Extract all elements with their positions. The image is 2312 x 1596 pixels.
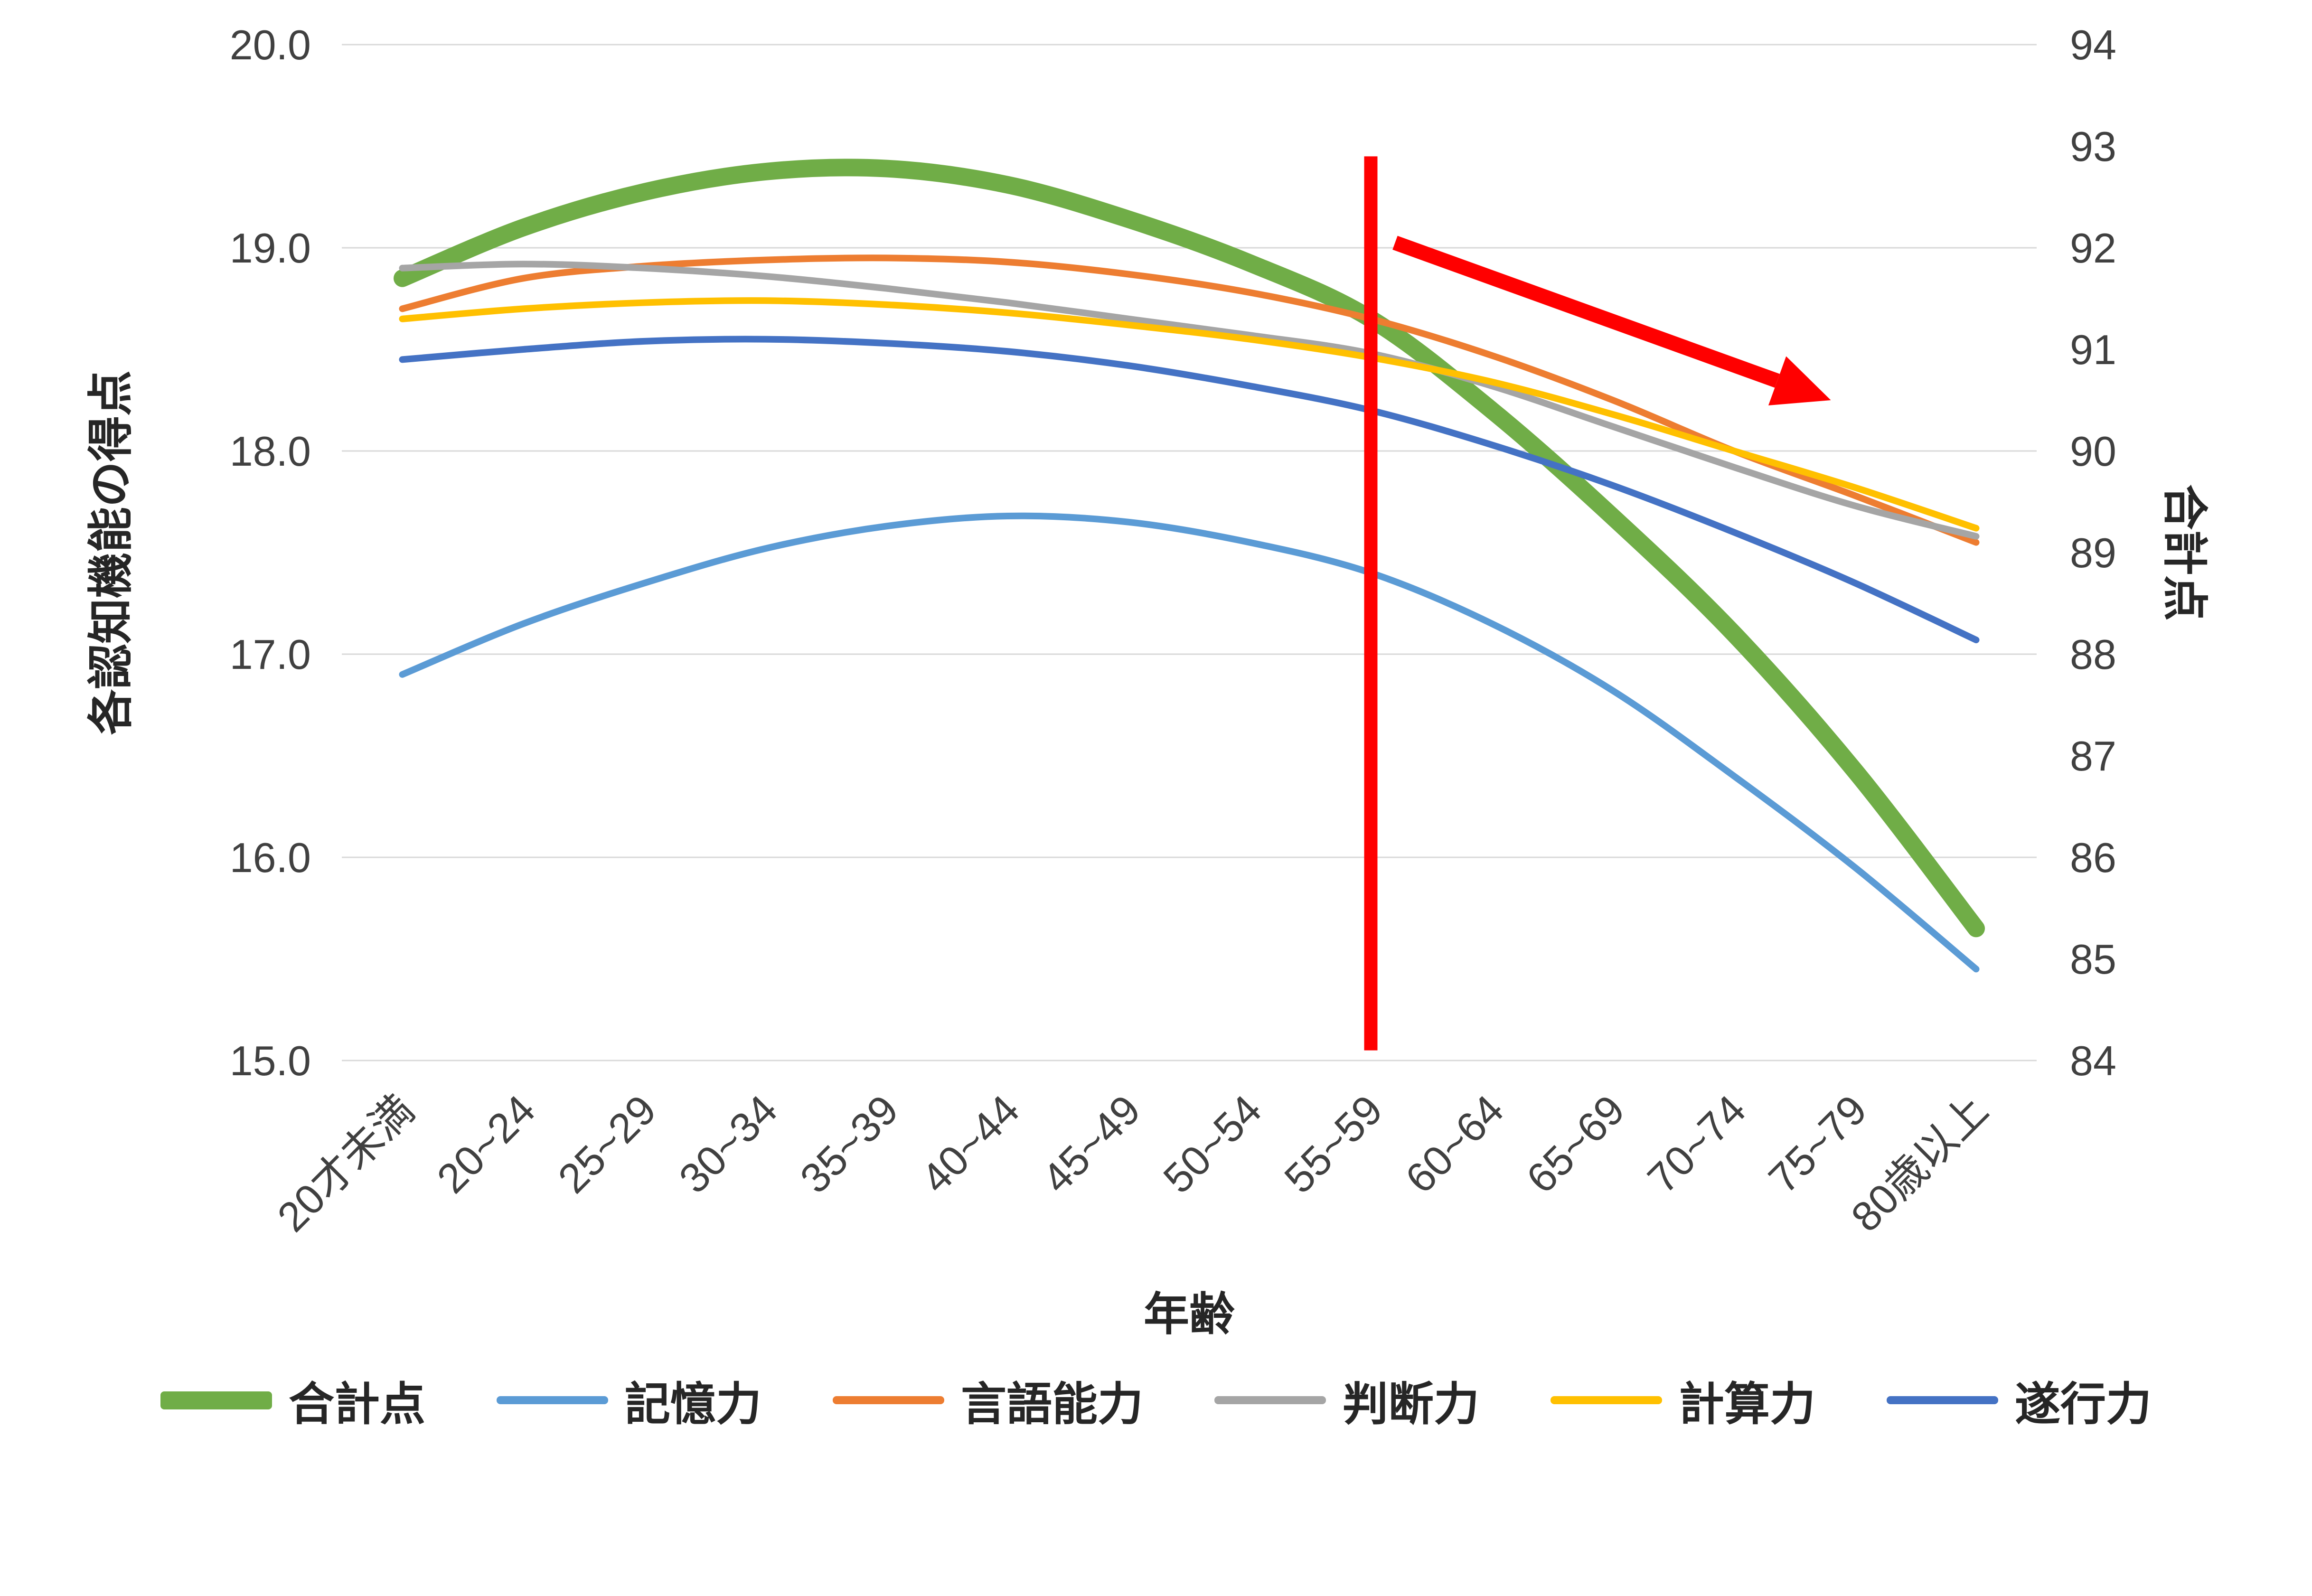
x-axis-title: 年齢 — [1144, 1289, 1235, 1340]
right-axis-ticks: 94 93 92 91 90 89 88 87 86 85 84 — [2070, 21, 2116, 1084]
legend-label: 遂行力 — [2015, 1379, 2152, 1430]
red-arrow-head — [1768, 356, 1831, 405]
x-axis-tick: 50~54 — [1154, 1086, 1270, 1202]
x-axis-tick: 60~64 — [1396, 1086, 1513, 1202]
right-axis-tick: 84 — [2070, 1037, 2116, 1084]
x-axis-tick: 75~79 — [1759, 1086, 1876, 1202]
right-axis-tick: 90 — [2070, 428, 2116, 475]
series-line-4 — [399, 297, 1980, 532]
right-axis-tick: 89 — [2070, 529, 2116, 576]
legend-swatch — [833, 1396, 944, 1404]
legend-item: 判断力 — [1214, 1367, 1479, 1433]
legend-item: 計算力 — [1551, 1367, 1815, 1433]
right-axis-title: 合計点 — [2159, 484, 2210, 621]
x-axis-tick: 65~69 — [1517, 1086, 1634, 1202]
annotations — [1364, 156, 1831, 1051]
legend-label: 判断力 — [1343, 1379, 1479, 1430]
x-axis-tick: 30~34 — [670, 1086, 786, 1202]
right-axis-tick: 94 — [2070, 21, 2116, 68]
x-axis-ticks: 20才未満 20~24 25~29 30~34 35~39 40~44 45~49 50~54… — [268, 1086, 1997, 1240]
left-axis-tick: 18.0 — [230, 428, 311, 475]
legend: 合計点 記憶力 言語能力 判断力 計算力 遂行力 — [160, 1367, 2152, 1433]
legend-swatch — [1887, 1396, 1998, 1404]
right-axis-tick: 86 — [2070, 834, 2116, 881]
right-axis-tick: 93 — [2070, 123, 2116, 170]
x-axis-tick: 70~74 — [1638, 1086, 1755, 1202]
series-line-5 — [399, 336, 1980, 644]
x-axis-tick: 20~24 — [428, 1086, 544, 1202]
legend-label: 言語能力 — [961, 1379, 1143, 1430]
x-axis-tick: 20才未満 — [268, 1086, 423, 1240]
legend-swatch — [160, 1391, 272, 1409]
series-line-0 — [394, 159, 1985, 938]
x-axis-tick: 35~39 — [791, 1086, 907, 1202]
gridlines — [342, 44, 2037, 1061]
series-line-1 — [399, 512, 1980, 973]
legend-swatch — [1551, 1396, 1662, 1404]
x-axis-tick: 45~49 — [1033, 1086, 1149, 1202]
right-axis-tick: 92 — [2070, 225, 2116, 272]
right-axis-tick: 91 — [2070, 326, 2116, 373]
legend-swatch — [497, 1396, 608, 1404]
series-lines — [394, 159, 1985, 973]
legend-label: 合計点 — [289, 1379, 425, 1430]
legend-label: 計算力 — [1679, 1379, 1815, 1430]
legend-item: 記憶力 — [497, 1367, 761, 1433]
legend-item: 遂行力 — [1887, 1367, 2152, 1433]
series-line-3 — [399, 261, 1980, 540]
right-axis-tick: 88 — [2070, 631, 2116, 678]
legend-swatch — [1214, 1396, 1326, 1404]
legend-item: 合計点 — [160, 1367, 425, 1433]
left-axis-tick: 19.0 — [230, 225, 311, 272]
left-axis-title: 各認知機能の得点 — [85, 370, 137, 735]
left-axis-tick: 17.0 — [230, 631, 311, 678]
left-axis-ticks: 20.0 19.0 18.0 17.0 16.0 15.0 — [230, 21, 311, 1084]
x-axis-tick: 55~59 — [1275, 1086, 1391, 1202]
right-axis-tick: 85 — [2070, 936, 2116, 983]
red-arrow-shaft — [1392, 235, 1780, 388]
right-axis-tick: 87 — [2070, 732, 2116, 779]
legend-item: 言語能力 — [833, 1367, 1143, 1433]
left-axis-tick: 15.0 — [230, 1037, 311, 1084]
left-axis-tick: 16.0 — [230, 834, 311, 881]
x-axis-tick: 25~29 — [549, 1086, 665, 1202]
x-axis-tick: 40~44 — [912, 1086, 1028, 1202]
left-axis-tick: 20.0 — [230, 21, 311, 68]
legend-label: 記憶力 — [625, 1379, 761, 1430]
